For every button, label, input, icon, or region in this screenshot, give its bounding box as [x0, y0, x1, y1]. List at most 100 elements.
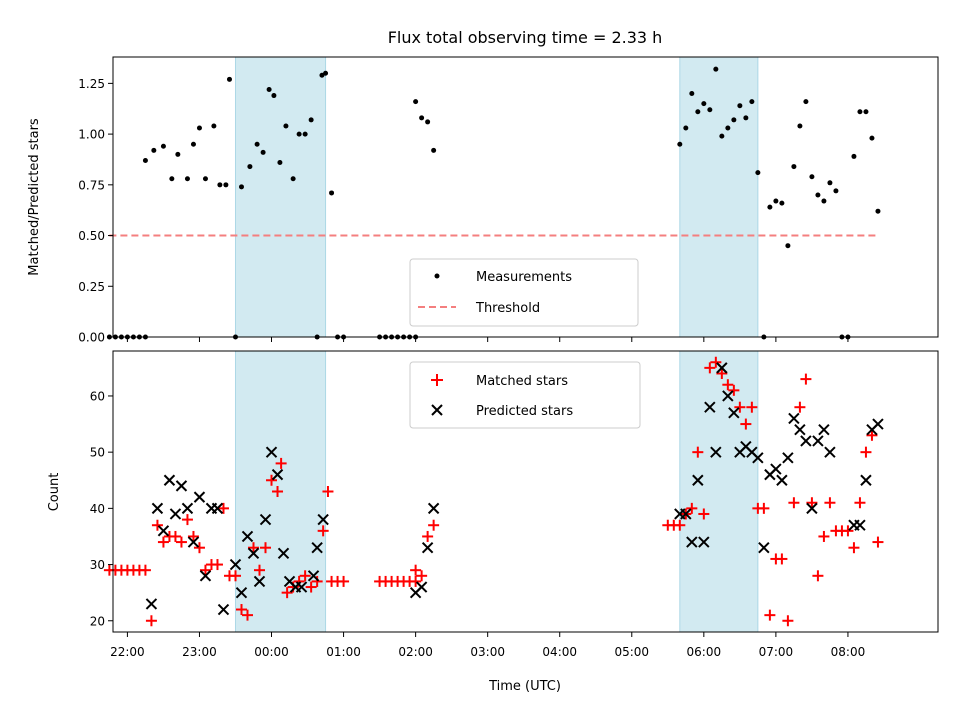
predicted-point	[307, 570, 320, 582]
bottom-x-ticks: 22:00 23:00 00:00 01:00 02:00 03:00 04:00 05:00…	[110, 632, 865, 659]
top-legend-box	[409, 258, 639, 327]
top-y-ticks: 0.00 0.25 0.50 0.75 1.00 1.25	[78, 77, 113, 345]
measurement-point	[713, 66, 719, 72]
matched-point	[275, 457, 287, 469]
measurement-point	[815, 192, 821, 198]
predicted-point	[229, 558, 242, 571]
measurement-point	[196, 125, 202, 131]
predicted-point-b	[175, 480, 188, 492]
measurement-point	[797, 123, 803, 129]
x-axis-label: Time (UTC)	[488, 679, 561, 694]
predicted-point-b	[872, 418, 884, 430]
y-tick-label: 30	[90, 558, 105, 572]
x-tick-label: 08:00	[831, 645, 866, 659]
predicted-point	[758, 541, 770, 554]
legend-matched-label: Matched stars	[476, 374, 568, 389]
x-tick-label: 00:00	[254, 645, 289, 659]
matched-point	[866, 429, 878, 441]
predicted-point-b	[686, 536, 698, 548]
predicted-point	[872, 418, 884, 430]
predicted-point	[211, 502, 224, 515]
predicted-point-b	[818, 423, 830, 436]
predicted-point-b	[854, 519, 866, 531]
predicted-point	[265, 446, 278, 458]
measurement-point	[223, 182, 229, 188]
top-plot-frame	[112, 56, 939, 338]
matched-point	[248, 542, 260, 554]
matched-point	[199, 564, 211, 576]
matched-point	[788, 497, 800, 509]
y-tick-label: 0.25	[78, 280, 105, 294]
predicted-point	[692, 474, 704, 486]
predicted-point-b	[752, 452, 764, 464]
measurement-point	[833, 188, 839, 194]
measurement-point	[413, 99, 419, 105]
measurement-point	[809, 174, 815, 180]
y-tick-label: 0.75	[78, 178, 105, 192]
predicted-point	[253, 575, 266, 588]
predicted-point-b	[860, 474, 872, 486]
measurement-point	[329, 190, 335, 196]
top-x-ticks	[126, 337, 849, 342]
x-tick-label: 03:00	[470, 645, 505, 659]
predicted-point	[187, 536, 200, 548]
predicted-point	[271, 468, 284, 481]
measurement-point	[160, 143, 166, 149]
matched-point	[241, 609, 253, 621]
measurement-point	[211, 123, 217, 129]
predicted-point-b	[427, 502, 440, 515]
legend-predicted-marker	[431, 404, 443, 416]
predicted-point-b	[317, 513, 329, 526]
matched-point	[824, 497, 836, 509]
y-tick-label: 0.50	[78, 229, 105, 243]
measurement-point	[755, 170, 761, 176]
predicted-point	[157, 525, 170, 537]
x-tick-label: 22:00	[110, 645, 145, 659]
predicted-point-b	[692, 474, 704, 486]
matched-point	[806, 497, 818, 509]
predicted-point	[800, 435, 812, 447]
measurement-point	[803, 99, 809, 105]
predicted-point	[794, 423, 806, 436]
x-tick-label: 01:00	[326, 645, 361, 659]
predicted-point-b	[776, 474, 788, 486]
predicted-point	[415, 581, 428, 593]
matched-point	[818, 530, 830, 542]
x-tick-label: 05:00	[614, 645, 649, 659]
measurement-point	[175, 151, 181, 157]
matched-point	[416, 570, 428, 582]
measurement-point	[260, 149, 266, 155]
legend-threshold-label: Threshold	[475, 301, 540, 316]
predicted-point	[686, 536, 698, 548]
measurement-point	[827, 180, 833, 186]
predicted-point-b	[277, 547, 290, 560]
predicted-point-b	[253, 575, 266, 588]
bottom-plot-frame	[112, 350, 939, 633]
predicted-point	[311, 541, 323, 554]
matched-point	[686, 502, 698, 514]
measurement-point	[151, 147, 157, 153]
predicted-point-b	[181, 502, 194, 515]
y-tick-label: 1.25	[78, 77, 105, 91]
predicted-point	[680, 508, 692, 520]
measurement-point	[431, 147, 437, 153]
matched-point	[692, 446, 704, 458]
measurement-point	[875, 208, 881, 214]
measurement-point	[202, 176, 208, 182]
predicted-point-b	[421, 541, 434, 554]
predicted-point	[421, 541, 434, 554]
predicted-point-b	[812, 435, 824, 447]
predicted-point-b	[199, 570, 212, 582]
matched-point	[794, 401, 806, 413]
predicted-point-b	[824, 446, 836, 458]
legend-measurements-label: Measurements	[476, 270, 572, 285]
predicted-point-b	[217, 603, 230, 616]
predicted-point-b	[794, 423, 806, 436]
legend-matched-marker	[431, 374, 443, 386]
measurement-point	[767, 204, 773, 210]
measurement-point	[238, 184, 244, 190]
predicted-point-b	[806, 502, 818, 515]
measurement-point	[743, 115, 749, 121]
predicted-point-b	[800, 435, 812, 447]
measurement-point	[302, 131, 308, 137]
